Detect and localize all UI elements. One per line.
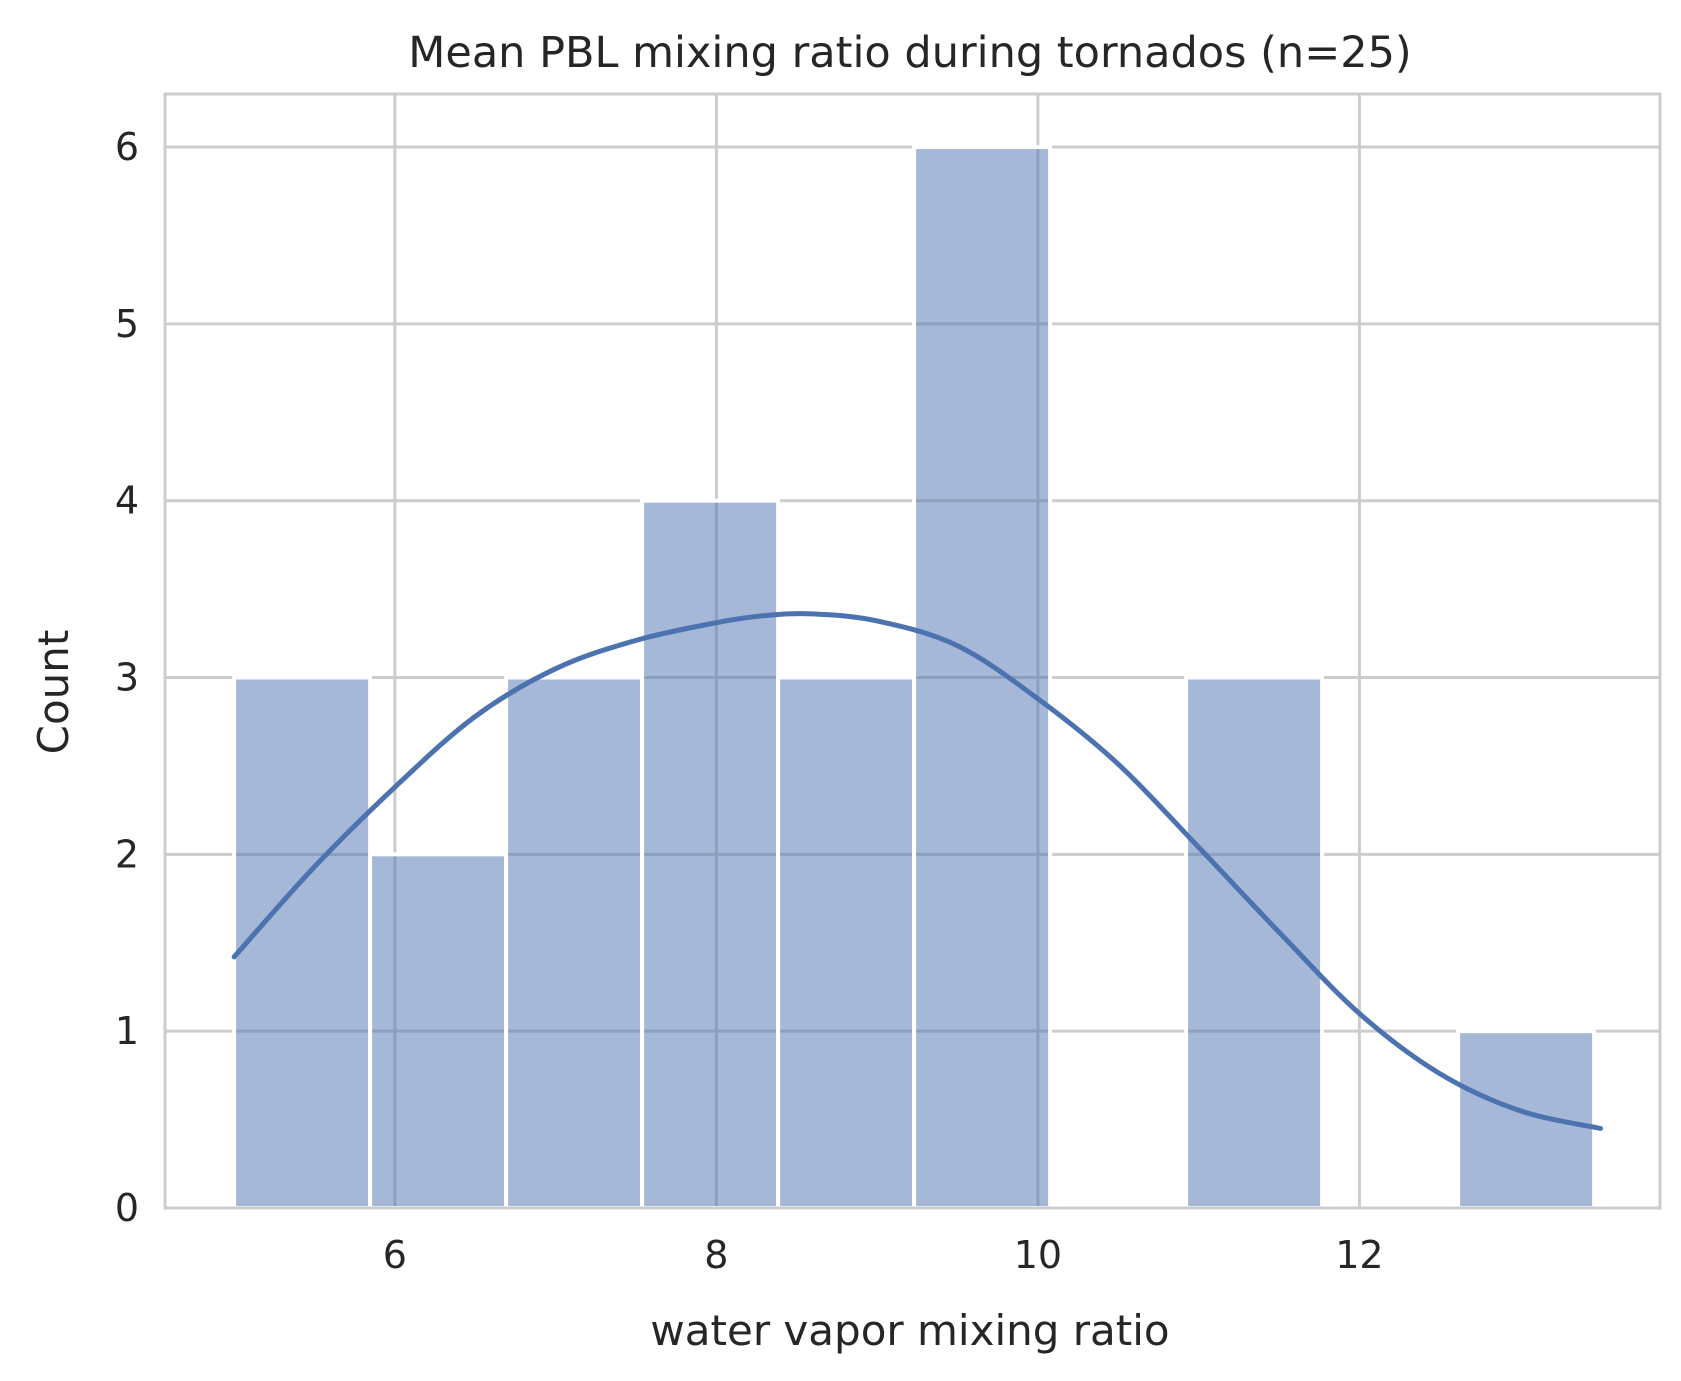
y-tick-label: 6 <box>115 125 139 169</box>
histogram-bar <box>912 145 1053 1211</box>
plot-frame <box>163 92 1662 1210</box>
y-tick-label: 4 <box>115 479 139 523</box>
histogram-bar <box>640 498 781 1210</box>
kde-curve-group <box>231 611 1604 1131</box>
histogram-bar <box>1184 675 1325 1210</box>
histogram-bar <box>1456 1029 1597 1210</box>
histogram-bars <box>232 145 1597 1211</box>
x-tick-label: 12 <box>1335 1233 1383 1277</box>
axes-spines <box>163 92 1662 1210</box>
y-tick-label: 0 <box>115 1186 139 1230</box>
x-tick-label: 8 <box>704 1233 728 1277</box>
kde-line <box>231 611 1604 1131</box>
x-tick-label: 10 <box>1014 1233 1062 1277</box>
histogram-bar <box>776 675 917 1210</box>
y-tick-label: 3 <box>115 656 139 700</box>
y-tick-label: 5 <box>115 302 139 346</box>
histogram-bar <box>504 675 645 1210</box>
chart-title: Mean PBL mixing ratio during tornados (n… <box>408 28 1411 78</box>
y-tick-label: 1 <box>115 1009 139 1053</box>
y-axis-title: Count <box>29 630 78 755</box>
x-axis-title: water vapor mixing ratio <box>650 1306 1169 1355</box>
histogram-bar <box>232 675 373 1210</box>
histogram-bar <box>368 852 509 1210</box>
x-tick-label: 6 <box>383 1233 407 1277</box>
y-tick-label: 2 <box>115 832 139 876</box>
